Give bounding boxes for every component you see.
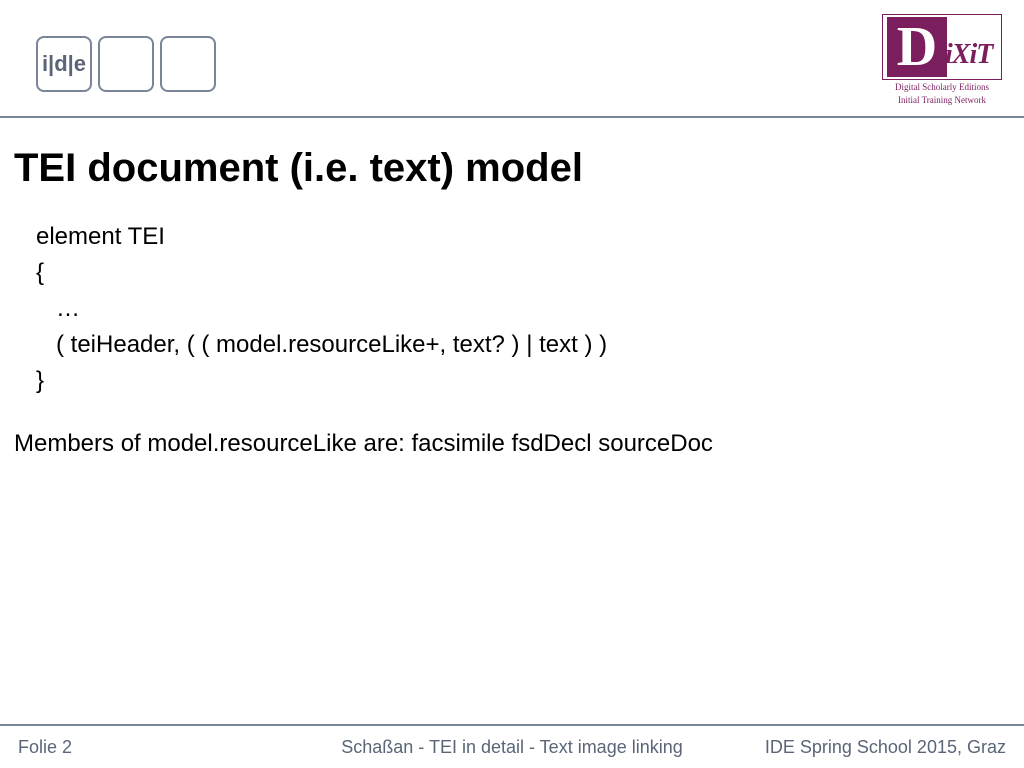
slide-header: i|d|e D iXiT Digital Scholarly Editions …	[0, 0, 1024, 118]
footer-event: IDE Spring School 2015, Graz	[765, 737, 1006, 758]
slide-content: TEI document (i.e. text) model element T…	[0, 118, 1024, 461]
footer-presentation-title: Schaßan - TEI in detail - Text image lin…	[341, 737, 683, 758]
ide-box-2	[98, 36, 154, 92]
code-block: element TEI { … ( teiHeader, ( ( model.r…	[14, 219, 1010, 399]
dixit-subtitle-1: Digital Scholarly Editions	[882, 82, 1002, 93]
dixit-logo-ixit: iXiT	[945, 39, 992, 71]
ide-box-1: i|d|e	[36, 36, 92, 92]
slide-title: TEI document (i.e. text) model	[14, 146, 1010, 191]
body-text: Members of model.resourceLike are: facsi…	[14, 427, 1010, 461]
dixit-logo: D iXiT Digital Scholarly Editions Initia…	[882, 14, 1002, 106]
dixit-logo-d-letter: D	[897, 19, 937, 75]
dixit-logo-box: D iXiT	[882, 14, 1002, 80]
ide-box-3	[160, 36, 216, 92]
slide-footer: Folie 2 Schaßan - TEI in detail - Text i…	[0, 724, 1024, 768]
ide-logo-boxes: i|d|e	[36, 36, 216, 92]
dixit-subtitle-2: Initial Training Network	[882, 95, 1002, 106]
dixit-logo-d: D	[887, 17, 947, 77]
footer-slide-number: Folie 2	[18, 737, 72, 758]
ide-label: i|d|e	[42, 51, 86, 77]
